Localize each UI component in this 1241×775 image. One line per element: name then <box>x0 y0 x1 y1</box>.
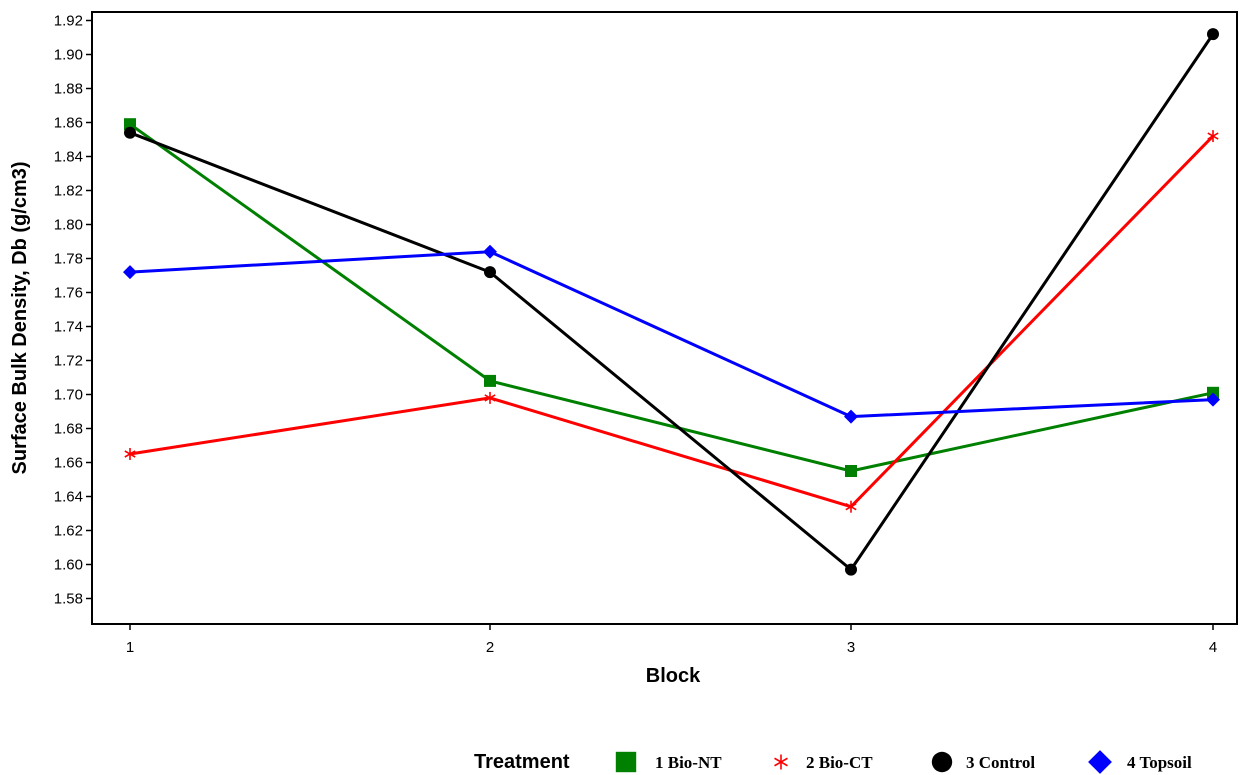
series-line <box>129 250 1214 419</box>
legend-marker <box>615 751 637 773</box>
legend-marker <box>774 754 788 770</box>
series-layer <box>123 28 1220 576</box>
legend-marker <box>1088 750 1112 774</box>
star-stroke <box>774 757 788 767</box>
data-point <box>124 118 136 131</box>
star-stroke <box>1207 132 1219 140</box>
series-4 <box>123 244 1220 424</box>
legend-marker <box>931 751 953 773</box>
x-tick-label: 3 <box>847 639 855 656</box>
series-2 <box>124 130 1219 513</box>
x-axis: 1 2 3 4 <box>126 624 1217 656</box>
legend-label: 1 Bio-NT <box>655 753 722 772</box>
y-axis-title: Surface Bulk Density, Db (g/cm3) <box>9 161 31 474</box>
series-line <box>129 122 1214 473</box>
y-tick-label: 1.68 <box>54 421 83 438</box>
y-tick-label: 1.90 <box>54 47 83 64</box>
y-tick-label: 1.58 <box>54 591 83 608</box>
y-tick-label: 1.84 <box>54 149 83 166</box>
data-point <box>845 563 857 576</box>
y-tick-label: 1.64 <box>54 489 83 506</box>
y-tick-label: 1.88 <box>54 81 83 98</box>
legend-item: 1 Bio-NT <box>615 751 722 773</box>
legend-label: 4 Topsoil <box>1127 753 1192 772</box>
data-point <box>1206 392 1220 407</box>
legend: Treatment 1 Bio-NT 2 Bio-CT 3 Control 4 Top… <box>474 750 1192 774</box>
legend-label: 3 Control <box>966 753 1035 772</box>
y-tick-label: 1.60 <box>54 557 83 574</box>
data-point <box>484 266 496 279</box>
plot-frame <box>91 11 1238 625</box>
data-point <box>844 409 858 424</box>
y-tick-label: 1.86 <box>54 115 83 132</box>
y-tick-label: 1.82 <box>54 183 83 200</box>
y-tick-label: 1.74 <box>54 319 83 336</box>
legend-title: Treatment <box>474 751 570 773</box>
legend-label: 2 Bio-CT <box>806 753 873 772</box>
series-line <box>129 33 1215 572</box>
y-axis: 1.58 1.60 1.62 1.64 1.66 1.68 1.70 1.72 1.74 1.76… <box>54 13 92 608</box>
y-tick-label: 1.92 <box>54 13 83 30</box>
data-point <box>845 465 857 477</box>
legend-item: 4 Topsoil <box>1088 750 1192 774</box>
legend-item: 2 Bio-CT <box>774 753 873 772</box>
y-tick-label: 1.70 <box>54 387 83 404</box>
data-point <box>123 265 137 280</box>
x-tick-label: 4 <box>1209 639 1217 656</box>
y-tick-label: 1.80 <box>54 217 83 234</box>
x-tick-label: 1 <box>126 639 134 656</box>
y-tick-label: 1.76 <box>54 285 83 302</box>
series-line <box>129 135 1215 509</box>
star-stroke <box>845 503 857 511</box>
y-tick-label: 1.66 <box>54 455 83 472</box>
data-point <box>484 374 496 387</box>
series-3 <box>124 28 1219 576</box>
x-tick-label: 2 <box>486 639 494 656</box>
data-point <box>1207 130 1219 143</box>
data-point <box>124 126 136 139</box>
data-point <box>484 391 496 404</box>
y-tick-label: 1.62 <box>54 523 83 540</box>
y-tick-label: 1.72 <box>54 353 83 370</box>
data-point <box>483 244 497 259</box>
star-stroke <box>484 394 496 402</box>
legend-item: 3 Control <box>931 751 1035 773</box>
data-point <box>124 448 136 460</box>
data-point <box>1207 28 1219 41</box>
data-point <box>845 500 857 513</box>
star-stroke <box>124 450 136 458</box>
legend-items: 1 Bio-NT 2 Bio-CT 3 Control 4 Topsoil <box>615 750 1192 774</box>
x-axis-title: Block <box>646 665 701 687</box>
y-tick-label: 1.78 <box>54 251 83 268</box>
